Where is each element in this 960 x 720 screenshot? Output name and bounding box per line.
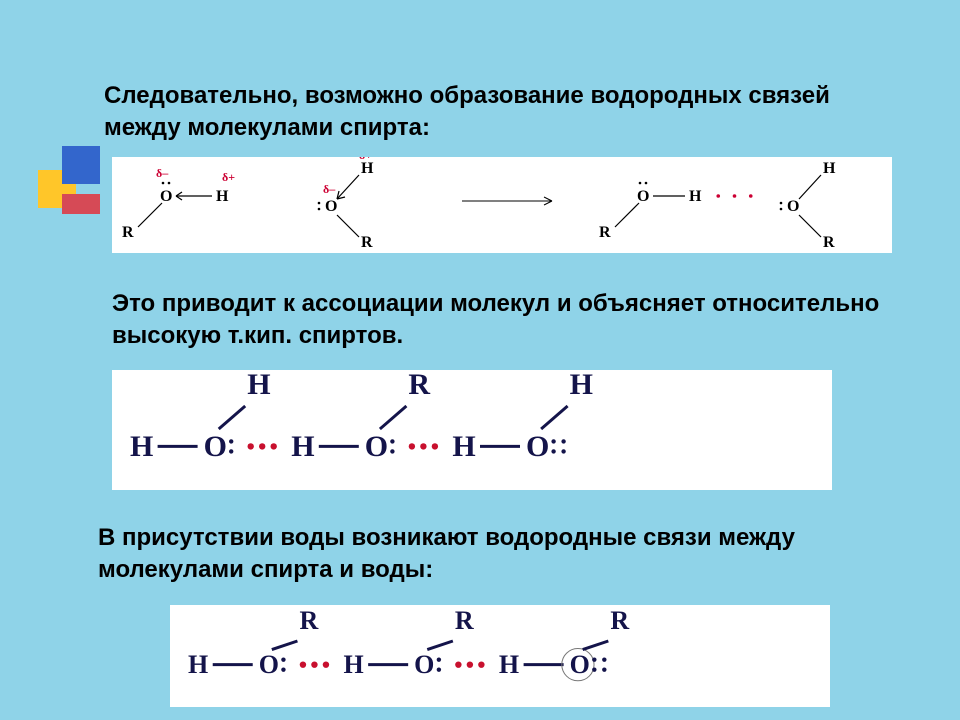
svg-text:H: H: [247, 370, 270, 401]
svg-text:δ–: δ–: [156, 166, 169, 180]
svg-text:H: H: [188, 650, 208, 679]
svg-text:O: O: [365, 430, 388, 463]
svg-text:O: O: [204, 430, 227, 463]
hbond-formation-diagram: Oδ– Hδ+ R Oδ– Hδ+ R O H R O H R: [112, 157, 892, 253]
svg-text:O: O: [637, 188, 649, 205]
paragraph-2: Это приводит к ассоциации молекул и объя…: [112, 288, 912, 353]
slide: Следовательно, возможно образование водо…: [0, 0, 960, 720]
svg-text:O: O: [160, 188, 172, 205]
paragraph-3: В присутствии воды возникают водородные …: [98, 522, 898, 587]
svg-text:H: H: [361, 160, 374, 177]
svg-text:R: R: [408, 370, 430, 401]
corner-decoration: [38, 146, 118, 226]
svg-text:H: H: [499, 650, 519, 679]
svg-text:δ+: δ+: [359, 157, 372, 162]
svg-text:H: H: [343, 650, 363, 679]
svg-text:R: R: [122, 224, 134, 241]
svg-text:R: R: [455, 606, 474, 635]
svg-text:H: H: [216, 188, 229, 205]
svg-text:H: H: [689, 188, 702, 205]
svg-text:H: H: [570, 370, 593, 401]
svg-text:H: H: [823, 160, 836, 177]
svg-text:H: H: [452, 430, 475, 463]
svg-text:O: O: [259, 650, 279, 679]
svg-text:H: H: [130, 430, 153, 463]
paragraph-1: Следовательно, возможно образование водо…: [104, 80, 904, 145]
svg-text:O: O: [570, 650, 590, 679]
svg-text:δ–: δ–: [323, 182, 336, 196]
svg-text:H: H: [291, 430, 314, 463]
svg-text:O: O: [325, 198, 337, 215]
alcohol-water-hbond-diagram: HORHORHOR: [170, 605, 830, 707]
svg-text:O: O: [414, 650, 434, 679]
svg-text:O: O: [526, 430, 549, 463]
svg-text:O: O: [787, 198, 799, 215]
svg-text:R: R: [823, 234, 835, 251]
alcohol-association-diagram: HOHHORHOH: [112, 370, 832, 490]
svg-text:R: R: [610, 606, 629, 635]
svg-text:R: R: [299, 606, 318, 635]
svg-text:R: R: [599, 224, 611, 241]
svg-text:R: R: [361, 234, 373, 251]
svg-text:δ+: δ+: [222, 170, 235, 184]
